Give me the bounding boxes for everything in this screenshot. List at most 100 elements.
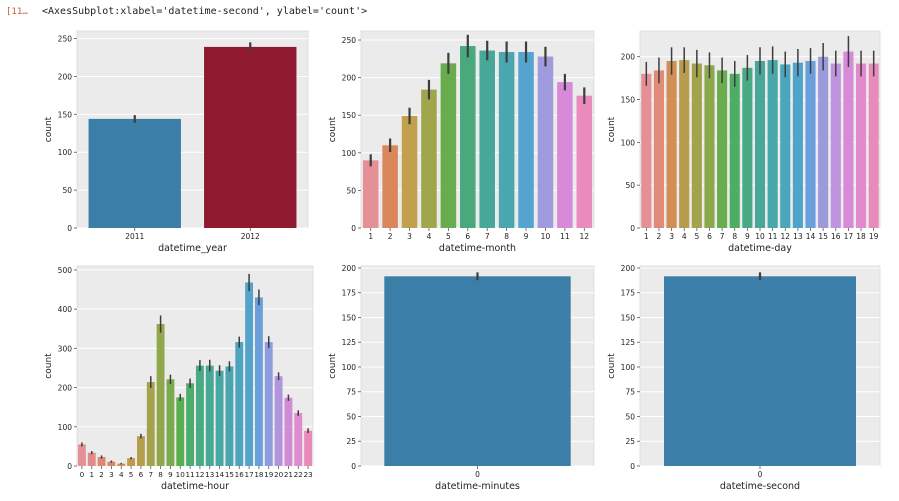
x-tick-label: 8 (504, 232, 509, 241)
y-axis-label: count (44, 116, 54, 142)
y-axis-label: count (607, 116, 617, 142)
x-tick-label: 16 (235, 470, 245, 479)
x-tick-label: 12 (580, 232, 590, 241)
bar (176, 397, 185, 466)
y-tick-label: 150 (342, 111, 357, 120)
x-tick-label: 22 (294, 470, 303, 479)
plot-area (76, 265, 314, 467)
bar (780, 64, 791, 228)
x-tick-label: 9 (524, 232, 529, 241)
cell-output-header: [11… <AxesSubplot:xlabel='datetime-secon… (0, 0, 899, 24)
y-tick-label: 100 (58, 423, 73, 432)
y-tick-label: 200 (621, 264, 636, 273)
y-tick-label: 200 (621, 53, 636, 62)
bar (460, 46, 476, 229)
bar (254, 297, 263, 466)
bar (146, 382, 155, 466)
y-tick-label: 400 (58, 305, 73, 314)
y-tick-label: 50 (625, 181, 635, 190)
bar (664, 276, 856, 466)
plot-area (360, 30, 595, 229)
y-tick-label: 125 (621, 338, 636, 347)
chart-panel-1: 0 50 100 150 200 250 2011 2012 datetime_year coun… (44, 30, 309, 254)
x-tick-label: 17 (844, 232, 854, 241)
x-tick-label: 6 (707, 232, 712, 241)
x-tick-label: 13 (205, 470, 214, 479)
x-tick-label: 15 (225, 470, 234, 479)
x-tick-label: 6 (139, 470, 144, 479)
bar (107, 461, 116, 466)
y-tick-label: 100 (621, 363, 636, 372)
x-tick-label: 7 (148, 470, 153, 479)
x-tick-label: 11 (560, 232, 570, 241)
x-tick-label: 18 (856, 232, 866, 241)
x-tick-label: 4 (119, 470, 124, 479)
bar (537, 56, 554, 229)
bar (440, 63, 457, 228)
x-tick-label: 15 (818, 232, 828, 241)
bar (225, 366, 234, 466)
bar (156, 324, 165, 466)
x-tick-label: 5 (446, 232, 451, 241)
bar (274, 376, 283, 466)
bar (186, 383, 195, 466)
y-tick-label: 0 (351, 224, 356, 233)
x-tick-label: 5 (694, 232, 699, 241)
x-axis-label: datetime-second (720, 481, 800, 492)
x-tick-label: 13 (793, 232, 803, 241)
bar (792, 62, 803, 229)
y-tick-label: 25 (346, 437, 356, 446)
bar (215, 370, 224, 466)
bar (88, 118, 181, 228)
x-tick-label: 0 (758, 470, 763, 479)
x-tick-label: 10 (176, 470, 186, 479)
x-tick-label: 20 (274, 470, 284, 479)
bar (830, 63, 841, 229)
bar (653, 70, 664, 229)
y-axis-label: count (44, 353, 54, 379)
bar (818, 56, 829, 229)
x-tick-label: 16 (831, 232, 841, 241)
y-tick-label: 0 (67, 224, 72, 233)
x-axis-label: datetime-minutes (435, 481, 520, 492)
bar (421, 89, 437, 228)
x-axis-label: datetime-hour (161, 481, 229, 492)
bar (856, 63, 867, 229)
chart-panel-6: 0 25 50 75 100 125 150 175 200 0 datetime-second co… (607, 264, 881, 492)
y-tick-label: 50 (625, 412, 635, 421)
y-tick-label: 100 (58, 148, 73, 157)
bar (576, 95, 593, 228)
y-axis-label: count (607, 353, 617, 379)
y-tick-label: 300 (58, 344, 73, 353)
bar (805, 60, 816, 229)
bar (382, 145, 398, 228)
y-tick-label: 0 (351, 462, 356, 471)
bar (204, 46, 297, 229)
bar (117, 463, 126, 466)
bar (77, 444, 86, 466)
bar (195, 365, 204, 466)
x-tick-label: 14 (215, 470, 225, 479)
x-tick-label: 3 (669, 232, 674, 241)
x-tick-label: 10 (755, 232, 765, 241)
y-tick-label: 150 (342, 313, 357, 322)
x-tick-label: 0 (475, 470, 480, 479)
x-tick-label: 18 (254, 470, 264, 479)
x-axis-label: datetime_year (158, 243, 227, 254)
x-tick-label: 21 (284, 470, 293, 479)
bar (127, 458, 136, 466)
bar (557, 82, 573, 229)
y-tick-label: 175 (621, 289, 636, 298)
y-tick-label: 100 (342, 363, 357, 372)
bar (679, 60, 690, 229)
x-tick-label: 12 (780, 232, 790, 241)
x-tick-label: 12 (195, 470, 204, 479)
bar (754, 60, 766, 229)
bar (729, 73, 740, 229)
y-tick-label: 125 (342, 338, 357, 347)
x-tick-label: 9 (168, 470, 173, 479)
bar (401, 115, 418, 228)
y-tick-label: 200 (58, 384, 73, 393)
